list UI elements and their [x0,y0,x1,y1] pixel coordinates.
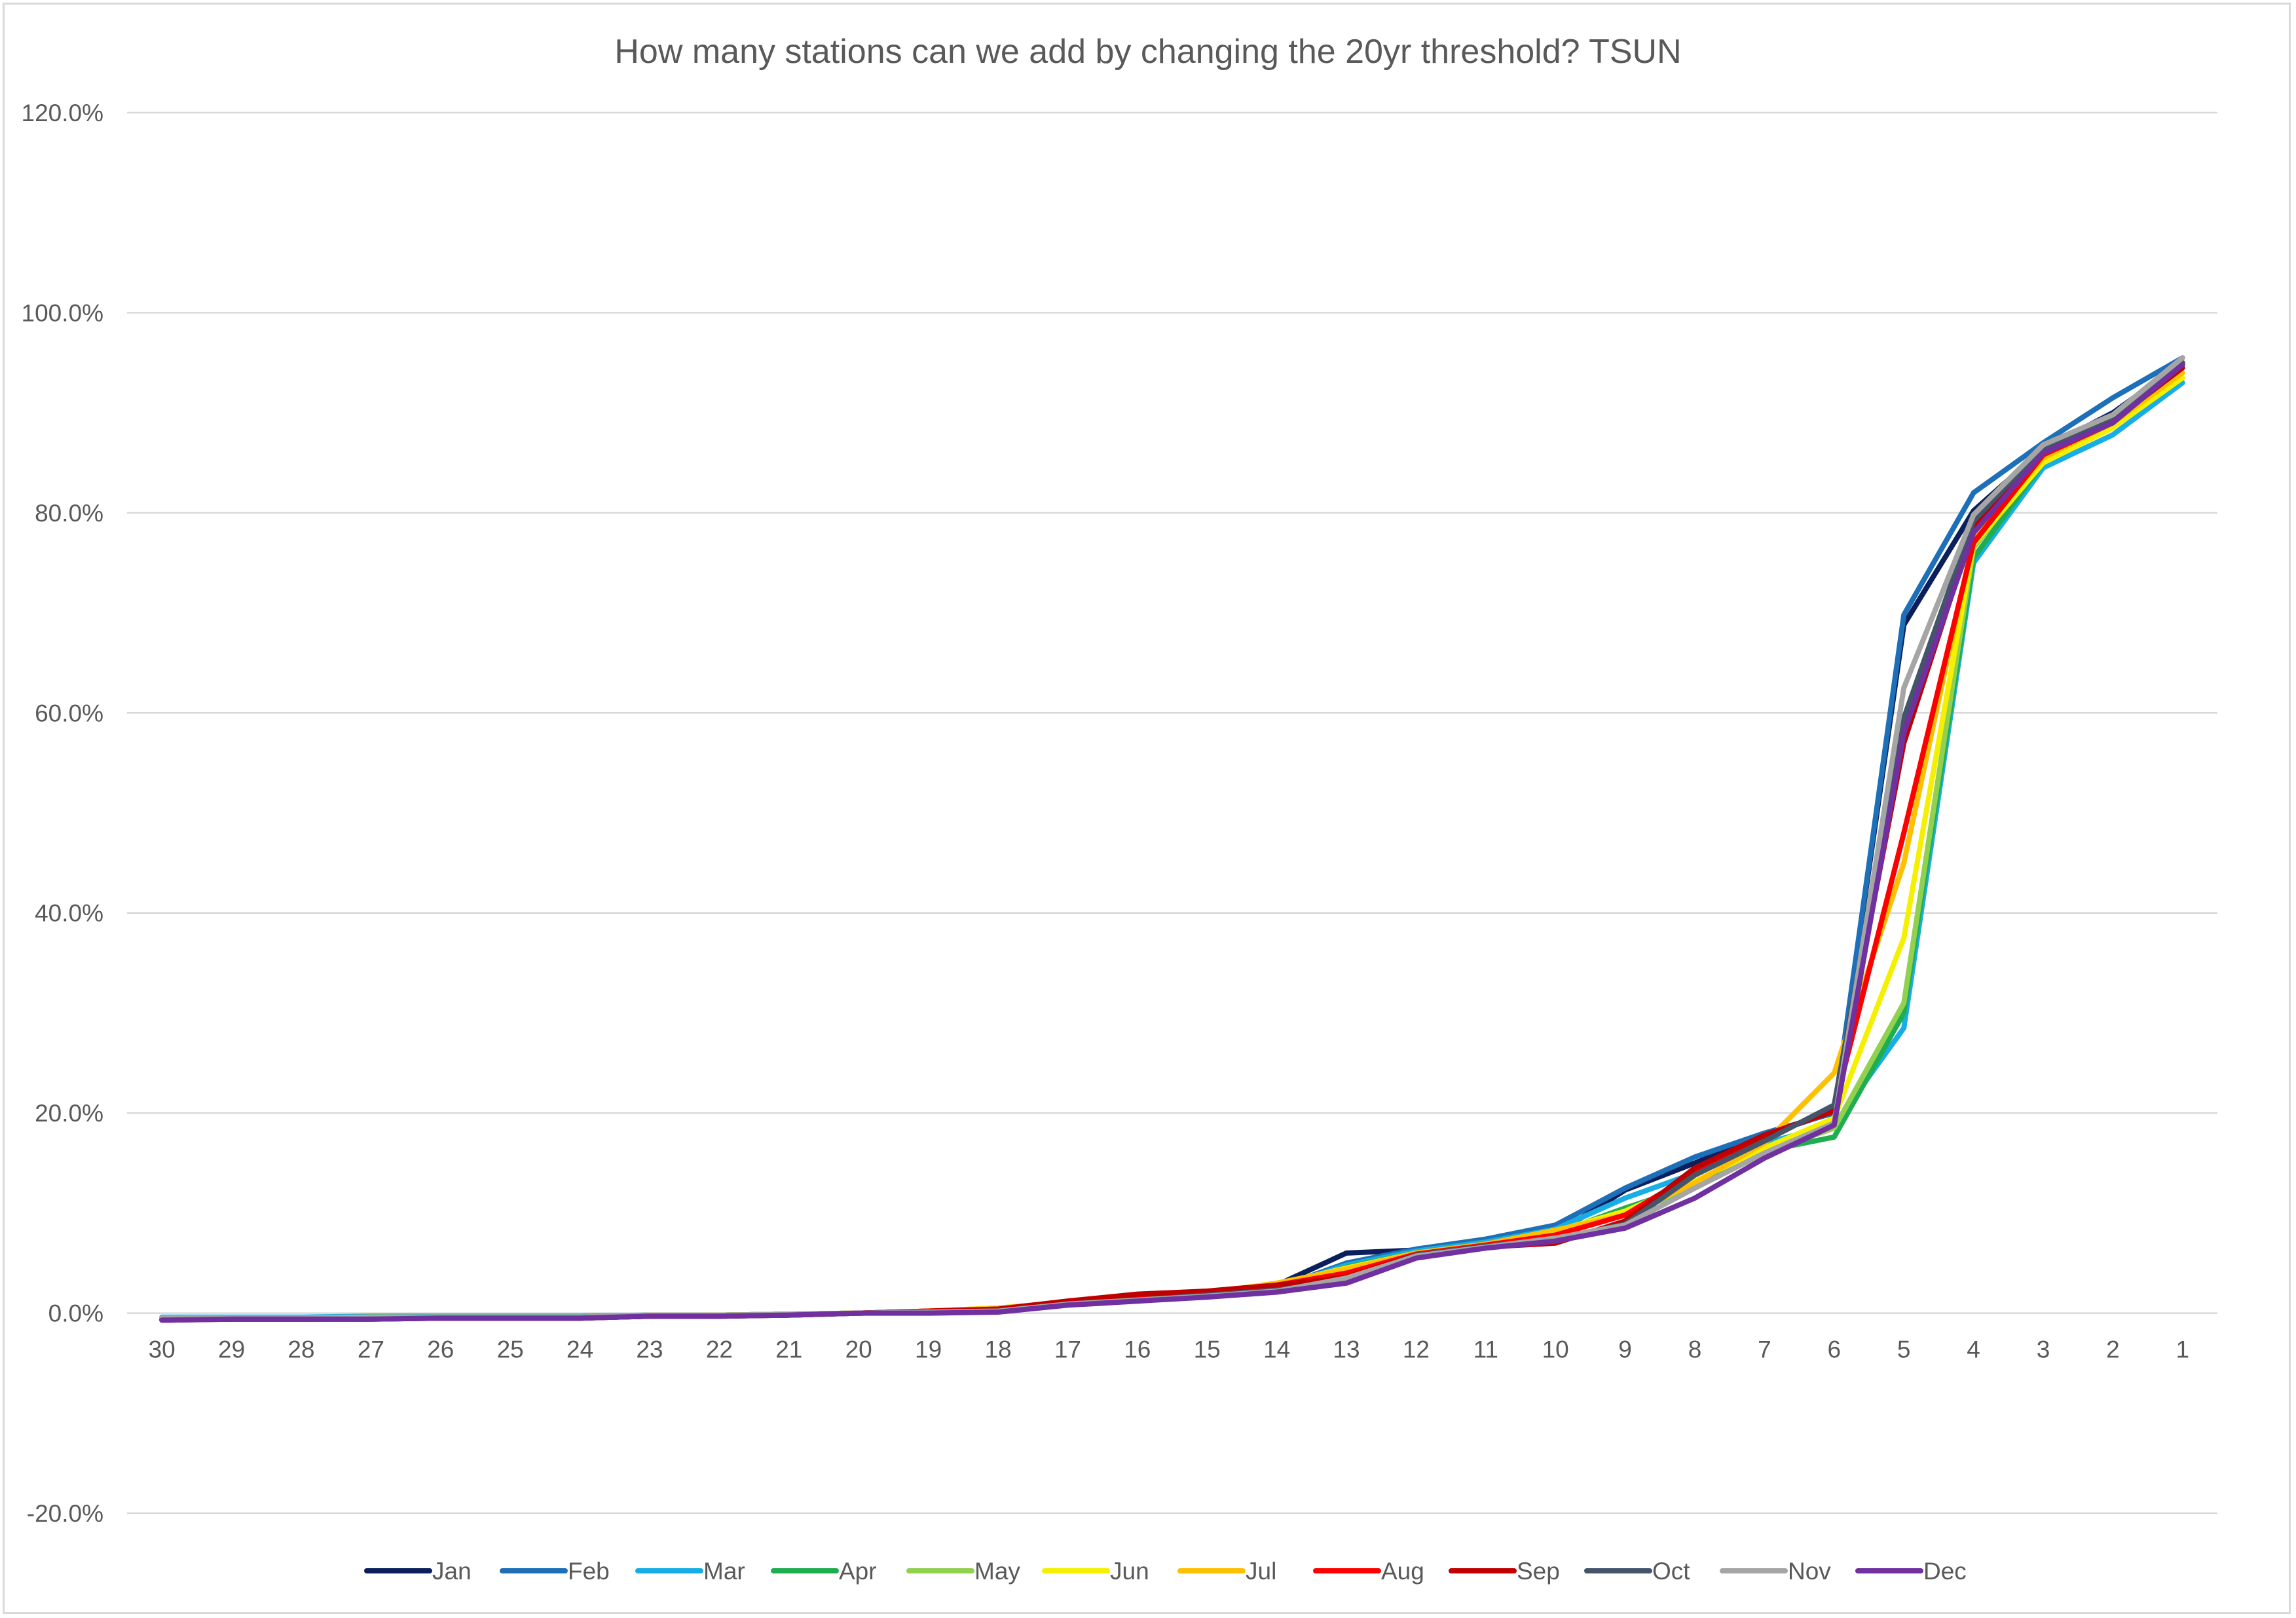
x-tick-label-28: 2 [2106,1336,2120,1363]
x-tick-label-7: 23 [636,1336,663,1363]
x-tick-label-27: 3 [2037,1336,2050,1363]
chart-title: How many stations can we add by changing… [614,33,1681,71]
legend-label: Sep [1517,1558,1560,1585]
x-tick-label-18: 12 [1403,1336,1430,1363]
legend-item-jan: Jan [364,1558,472,1585]
y-tick-label-7: 120.0% [22,100,104,126]
legend-label: Jun [1110,1558,1149,1585]
legend-item-mar: Mar [635,1558,745,1585]
x-tick-label-1: 29 [218,1336,245,1363]
gridlines [127,111,2217,1515]
x-tick-label-8: 22 [706,1336,733,1363]
x-tick-label-17: 13 [1333,1336,1360,1363]
legend-label: Aug [1381,1558,1424,1585]
x-tick-label-26: 4 [1967,1336,1980,1363]
legend-item-oct: Oct [1584,1558,1690,1585]
legend-label: Apr [839,1558,877,1585]
x-tick-label-20: 10 [1542,1336,1569,1363]
x-tick-label-9: 21 [775,1336,802,1363]
legend-item-nov: Nov [1720,1558,1831,1585]
x-tick-label-6: 24 [566,1336,593,1363]
legend-item-jun: Jun [1042,1558,1149,1585]
legend-item-jul: Jul [1177,1558,1276,1585]
legend: Jan Feb Mar Apr May Jun Jul Aug Sep Oct Nov Dec [364,1558,1967,1585]
legend-label: Feb [568,1558,610,1585]
x-tick-label-15: 15 [1194,1336,1221,1363]
y-tick-label-5: 80.0% [35,500,103,527]
legend-label: Oct [1652,1558,1690,1585]
series-line-dec [159,362,2185,1323]
x-tick-label-0: 30 [149,1336,176,1363]
legend-label: Jul [1246,1558,1276,1585]
legend-label: Nov [1788,1558,1831,1585]
legend-item-apr: Apr [771,1558,877,1585]
x-tick-label-16: 14 [1263,1336,1290,1363]
x-tick-label-12: 18 [984,1336,1011,1363]
x-tick-label-19: 11 [1473,1336,1498,1363]
x-tick-label-23: 7 [1758,1336,1771,1363]
x-tick-label-10: 20 [845,1336,872,1363]
y-tick-label-3: 40.0% [35,900,103,927]
legend-item-may: May [906,1558,1020,1585]
x-tick-label-13: 17 [1054,1336,1081,1363]
x-tick-label-11: 19 [915,1336,942,1363]
x-tick-label-14: 16 [1124,1336,1151,1363]
legend-label: May [974,1558,1020,1585]
x-tick-label-22: 8 [1688,1336,1702,1363]
y-tick-label-6: 100.0% [22,299,104,326]
legend-item-feb: Feb [500,1558,610,1585]
y-axis-tick-labels: -20.0% 0.0% 20.0% 40.0% 60.0% 80.0% 100.0% 120.… [22,100,104,1527]
x-tick-label-21: 9 [1618,1336,1632,1363]
y-tick-label-2: 20.0% [35,1100,103,1127]
y-tick-label-1: 0.0% [48,1300,103,1327]
x-axis-tick-labels: 30 29 28 27 26 25 24 23 22 21 20 19 18 17 16 15 14 13 12 11… [149,1336,2189,1363]
x-tick-label-2: 28 [287,1336,314,1363]
legend-label: Mar [703,1558,745,1585]
y-tick-label-0: -20.0% [27,1500,103,1527]
x-tick-label-3: 27 [358,1336,384,1363]
legend-label: Dec [1923,1558,1967,1585]
series-lines [159,355,2185,1323]
legend-item-aug: Aug [1313,1558,1424,1585]
x-tick-label-29: 1 [2176,1336,2190,1363]
x-tick-label-5: 25 [497,1336,524,1363]
legend-item-sep: Sep [1449,1558,1560,1585]
legend-item-dec: Dec [1855,1558,1967,1585]
y-tick-label-4: 60.0% [35,700,103,726]
x-tick-label-25: 5 [1897,1336,1911,1363]
series-line-nov [159,355,2185,1321]
x-tick-label-4: 26 [427,1336,454,1363]
x-tick-label-24: 6 [1828,1336,1842,1363]
legend-label: Jan [432,1558,472,1585]
